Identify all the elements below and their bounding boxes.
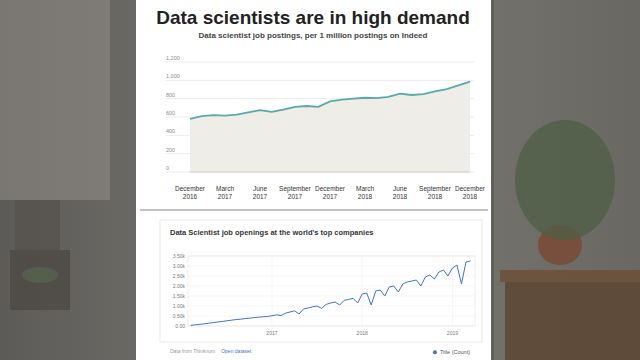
x-tick-label: September2018 [419, 185, 452, 200]
label-part: September [419, 185, 452, 193]
title: Data Scientist job openings at the world… [170, 228, 373, 237]
label-part: December [315, 185, 346, 192]
background [0, 0, 640, 360]
label-part: March [216, 185, 234, 192]
grid-line [188, 296, 475, 297]
y-tick-label: 1.00k [173, 303, 186, 309]
link[interactable]: Open dataset [221, 348, 252, 354]
x-tick-label: March2018 [356, 185, 374, 200]
y-tick-label: 600 [166, 110, 175, 116]
y-tick-label: 2.50k [173, 273, 186, 279]
plant [515, 120, 615, 240]
plot-area [191, 261, 471, 325]
label-part: 2017 [218, 193, 233, 200]
grid-line [166, 80, 474, 81]
legend-label: Title (Count) [440, 349, 470, 355]
grid-line [362, 256, 363, 326]
label-part: 2017 [288, 193, 303, 200]
title: Data scientists are in high demand [156, 7, 470, 28]
grid-line [166, 62, 474, 63]
area [190, 82, 470, 172]
y-tick-label: 800 [166, 92, 175, 98]
label-part: 2018 [463, 193, 478, 200]
line [191, 261, 471, 325]
label-part: June [253, 185, 267, 192]
plant-small [22, 267, 58, 283]
slide: Data scientists are in high demand Data s… [0, 0, 640, 360]
y-tick-label: 3.50k [173, 253, 186, 259]
label-part: September [279, 185, 312, 193]
label-part: June [393, 185, 407, 192]
x-tick-label: 2017 [266, 330, 277, 336]
y-tick-label: 0 [166, 165, 169, 171]
subtitle: Data scientist job postings, per 1 milli… [199, 31, 428, 40]
x-tick-label: March2017 [216, 185, 234, 200]
y-tick-label: 400 [166, 128, 175, 134]
label-part: 2017 [253, 193, 268, 200]
label-part: 2018 [393, 193, 408, 200]
x-tick-label: 2019 [447, 330, 458, 336]
y-tick-label: 0.50k [173, 313, 186, 319]
chair [10, 250, 70, 310]
x-tick-label: September2017 [279, 185, 312, 200]
y-tick-label: 1,000 [166, 73, 180, 79]
y-tick-label: 1,200 [166, 55, 180, 61]
sideboard [500, 270, 640, 282]
label-part: December [175, 185, 206, 192]
divider [140, 210, 488, 211]
card [136, 0, 491, 360]
label-part: 2018 [428, 193, 443, 200]
y-tick-label: 200 [166, 147, 175, 153]
x-tick-label: December2018 [455, 185, 486, 200]
label-part: 2018 [358, 193, 373, 200]
legend-marker [433, 350, 437, 354]
source: Data from Thinknum [170, 348, 215, 354]
grid-line [452, 256, 453, 326]
grid-line [188, 316, 475, 317]
label-part: 2017 [323, 193, 338, 200]
label-part: 2016 [183, 193, 198, 200]
x-tick-label: 2018 [357, 330, 368, 336]
chair-back [15, 200, 60, 250]
grid-line [188, 286, 475, 287]
panel [160, 220, 482, 342]
label-part: December [455, 185, 486, 192]
grid-line [166, 172, 474, 173]
x-tick-label: December2016 [175, 185, 206, 200]
window [0, 0, 110, 200]
x-tick-label: June2017 [253, 185, 268, 200]
line [190, 82, 470, 119]
y-tick-label: 2.00k [173, 283, 186, 289]
grid-line [188, 306, 475, 307]
sideboard-body [505, 282, 640, 360]
grid-line [188, 266, 475, 267]
y-tick-label: 1.50k [173, 293, 186, 299]
plot-frame [188, 256, 475, 326]
y-tick-label: 3.00k [173, 263, 186, 269]
y-tick-label: 0.00 [175, 323, 185, 329]
x-axis [190, 172, 470, 173]
x-tick-label: June2018 [393, 185, 408, 200]
label-part: March [356, 185, 374, 192]
plot-area [190, 82, 470, 172]
x-tick-label: December2017 [315, 185, 346, 200]
